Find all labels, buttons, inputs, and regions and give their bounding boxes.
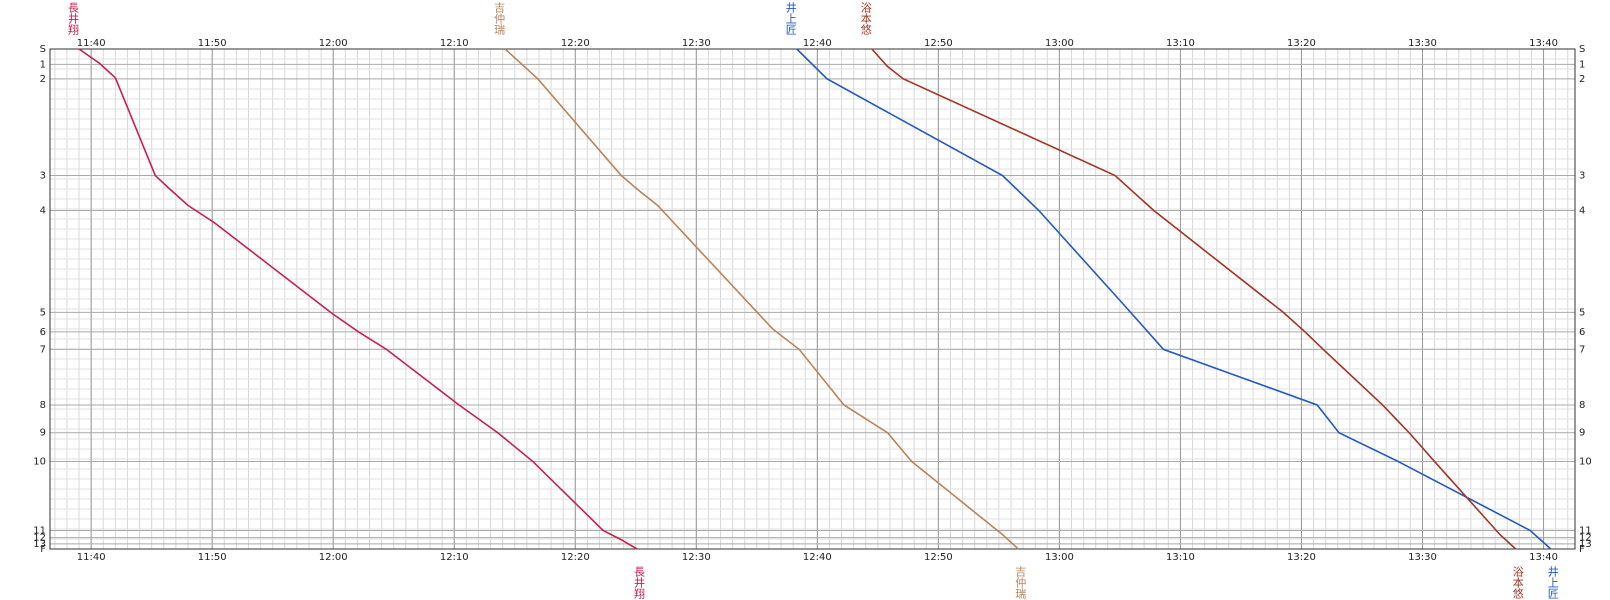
- x-tick-label: 12:10: [440, 38, 469, 49]
- y-tick-label: 3: [1579, 171, 1585, 182]
- x-tick-label: 13:20: [1287, 38, 1316, 49]
- y-tick-label: 13: [33, 539, 46, 550]
- y-tick-label: 6: [40, 327, 46, 338]
- x-tick-label: 13:00: [1045, 552, 1074, 563]
- plot-frame: [49, 48, 1576, 550]
- x-tick-label: 13:40: [1529, 38, 1558, 49]
- series-label: 吉仲瑞: [493, 2, 506, 35]
- y-tick-label: 8: [1579, 400, 1585, 411]
- x-tick-label: 12:50: [924, 38, 953, 49]
- x-tick-label: 13:40: [1529, 552, 1558, 563]
- y-tick-label: 5: [1579, 307, 1585, 318]
- x-tick-label: 11:50: [198, 38, 227, 49]
- x-tick-label: 12:20: [561, 552, 590, 563]
- y-tick-label: 11: [1579, 525, 1592, 536]
- x-tick-label: 12:00: [319, 552, 348, 563]
- series-line: [796, 48, 1552, 550]
- series-line: [78, 48, 638, 550]
- x-tick-label: 13:30: [1408, 38, 1437, 49]
- y-tick-label: 3: [40, 171, 46, 182]
- series-line: [871, 48, 1517, 550]
- y-tick-label: 12: [1579, 533, 1592, 544]
- x-tick-label: 12:00: [319, 38, 348, 49]
- y-tick-label: 12: [33, 533, 46, 544]
- y-tick-label: 8: [40, 400, 46, 411]
- y-tick-label: F: [1579, 544, 1585, 555]
- y-tick-label: 4: [40, 206, 46, 217]
- x-tick-label: 13:10: [1166, 552, 1195, 563]
- y-tick-label: S: [40, 44, 46, 55]
- series-label: 吉仲瑞: [1014, 566, 1027, 599]
- y-tick-label: 9: [1579, 428, 1585, 439]
- x-tick-label: 12:40: [803, 38, 832, 49]
- series-label: 長井翔: [67, 2, 80, 36]
- x-tick-label: 12:10: [440, 552, 469, 563]
- series-line: [504, 48, 1019, 550]
- y-tick-label: 2: [40, 74, 46, 85]
- y-tick-label: 7: [40, 344, 46, 355]
- y-tick-label: 1: [1579, 59, 1585, 70]
- x-tick-label: 11:50: [198, 552, 227, 563]
- x-tick-label: 13:00: [1045, 38, 1074, 49]
- x-tick-label: 12:20: [561, 38, 590, 49]
- series-label: 井上匠: [784, 1, 797, 35]
- y-tick-label: 10: [1579, 457, 1592, 468]
- x-tick-label: 11:40: [77, 552, 106, 563]
- x-tick-label: 13:10: [1166, 38, 1195, 49]
- y-tick-label: 9: [40, 428, 46, 439]
- series-label: 浴本悠: [1511, 566, 1524, 599]
- x-tick-label: 11:40: [77, 38, 106, 49]
- series-label: 井上匠: [1546, 565, 1559, 599]
- y-tick-label: F: [40, 544, 46, 555]
- x-tick-label: 13:20: [1287, 552, 1316, 563]
- y-tick-label: S: [1579, 44, 1585, 55]
- y-tick-label: 1: [40, 59, 46, 70]
- y-tick-label: 2: [1579, 74, 1585, 85]
- x-tick-label: 12:30: [682, 38, 711, 49]
- y-tick-label: 7: [1579, 344, 1585, 355]
- x-tick-label: 12:50: [924, 552, 953, 563]
- y-tick-label: 13: [1579, 539, 1592, 550]
- y-tick-label: 6: [1579, 327, 1585, 338]
- series-label: 浴本悠: [859, 2, 872, 35]
- series-label: 長井翔: [633, 566, 646, 600]
- y-tick-label: 5: [40, 307, 46, 318]
- y-tick-label: 10: [33, 457, 46, 468]
- x-tick-label: 12:30: [682, 552, 711, 563]
- x-tick-label: 12:40: [803, 552, 832, 563]
- y-tick-label: 4: [1579, 206, 1585, 217]
- y-tick-label: 11: [33, 525, 46, 536]
- x-tick-label: 13:30: [1408, 552, 1437, 563]
